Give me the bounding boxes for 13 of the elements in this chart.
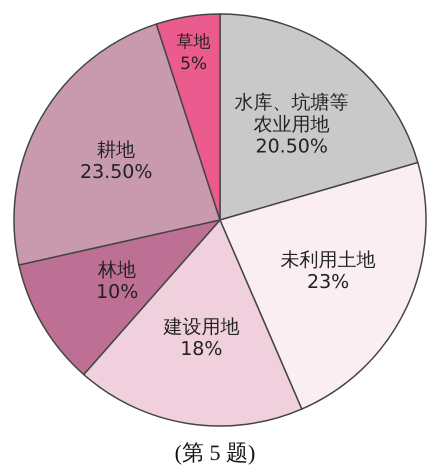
slice-label: 水库、坑塘等农业用地 bbox=[234, 91, 349, 136]
slice-label: 草地 bbox=[176, 32, 211, 52]
data-label: 10% bbox=[96, 280, 138, 303]
data-label: 18% bbox=[180, 338, 222, 360]
slice-label: 耕地 bbox=[97, 138, 136, 161]
slice-label: 建设用地 bbox=[162, 316, 240, 338]
data-label: 23% bbox=[306, 270, 350, 293]
data-label: 23.50% bbox=[80, 160, 152, 183]
text: (第 5 题) bbox=[174, 439, 256, 467]
slice-label: 未利用土地 bbox=[280, 248, 376, 271]
data-label: 5% bbox=[180, 54, 208, 74]
data-label: 20.50% bbox=[256, 135, 328, 158]
slice-label: 林地 bbox=[97, 258, 136, 281]
